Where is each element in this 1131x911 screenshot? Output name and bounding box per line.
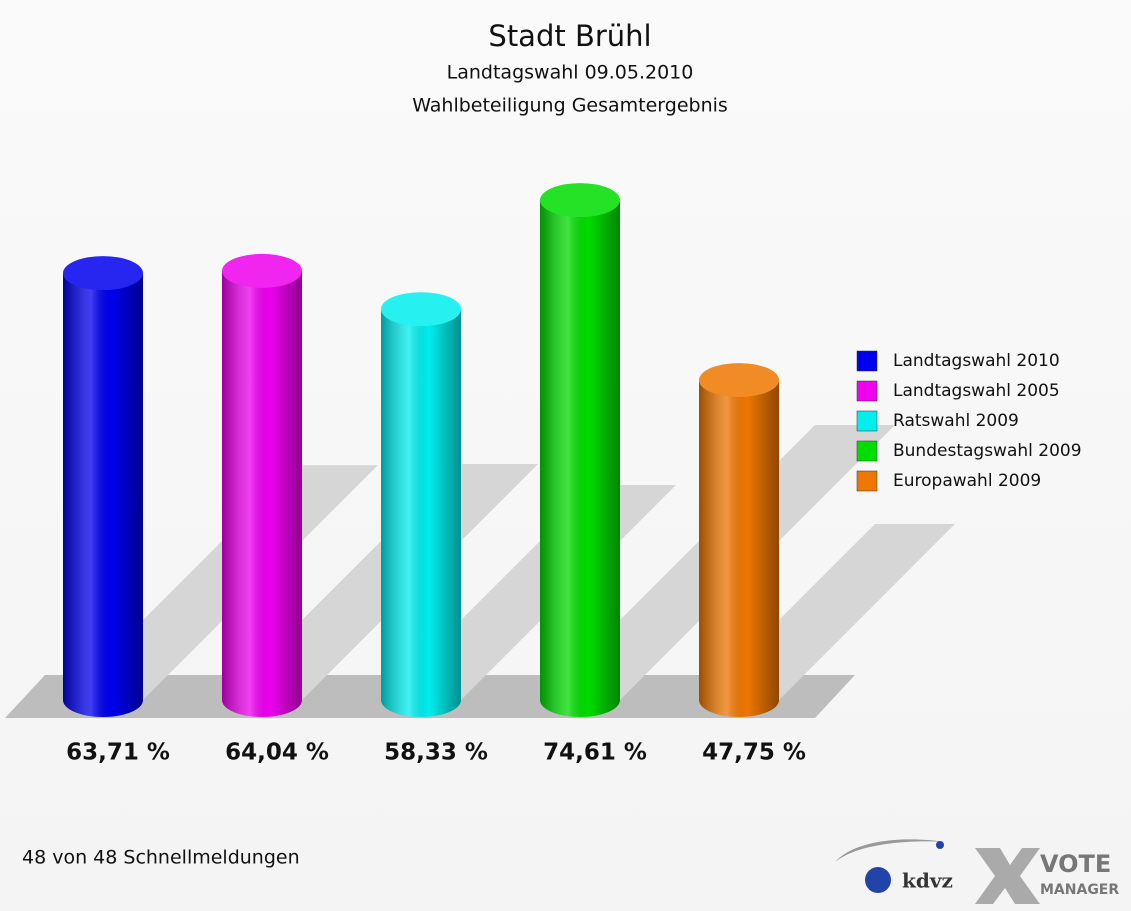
chart-title: Stadt Brühl: [488, 19, 651, 53]
legend-swatch: [856, 440, 878, 462]
legend-swatch: [856, 350, 878, 372]
value-label: 64,04 %: [225, 740, 329, 766]
bar: [63, 256, 143, 717]
bar: [540, 183, 620, 717]
logo-ball: [936, 841, 944, 849]
logo-text: MANAGER: [1040, 882, 1119, 898]
bar-top: [540, 183, 620, 218]
logo: kdvz VOTE MANAGER: [835, 839, 1119, 904]
legend-label: Bundestagswahl 2009: [893, 441, 1082, 461]
value-label: 63,71 %: [66, 740, 170, 766]
bar: [222, 253, 302, 717]
legend-label: Landtagswahl 2005: [893, 381, 1060, 401]
bar-shading: [222, 270, 302, 717]
bar-shading: [381, 309, 461, 717]
logo-text: VOTE: [1040, 850, 1111, 878]
bar-top-highlight: [540, 183, 620, 218]
bar: [381, 292, 461, 717]
logo-text: kdvz: [902, 869, 953, 893]
legend-label: Ratswahl 2009: [893, 411, 1019, 431]
bar-top: [381, 292, 461, 327]
chart-subtitle: Wahlbeteiligung Gesamtergebnis: [412, 95, 728, 117]
bar-top-highlight: [222, 253, 302, 288]
bar-top: [699, 363, 779, 398]
bar-shading: [699, 380, 779, 717]
legend-swatch: [856, 470, 878, 492]
bar-top: [63, 256, 143, 291]
bar-top-highlight: [381, 292, 461, 327]
bar-shading: [63, 273, 143, 717]
bar: [699, 363, 779, 717]
legend-label: Landtagswahl 2010: [893, 351, 1060, 371]
logo-x: [975, 848, 1040, 904]
value-label: 58,33 %: [384, 740, 488, 766]
bar-top-highlight: [699, 363, 779, 398]
chart-subtitle: Landtagswahl 09.05.2010: [447, 62, 694, 84]
legend-swatch: [856, 410, 878, 432]
bar-top: [222, 253, 302, 288]
legend-label: Europawahl 2009: [893, 471, 1041, 491]
value-label: 74,61 %: [543, 740, 647, 766]
value-label: 47,75 %: [702, 740, 806, 766]
logo-ball: [865, 867, 891, 893]
legend-swatch: [856, 380, 878, 402]
bar-top-highlight: [63, 256, 143, 291]
footer: 48 von 48 Schnellmeldungen: [22, 847, 300, 869]
bar-shading: [540, 200, 620, 717]
